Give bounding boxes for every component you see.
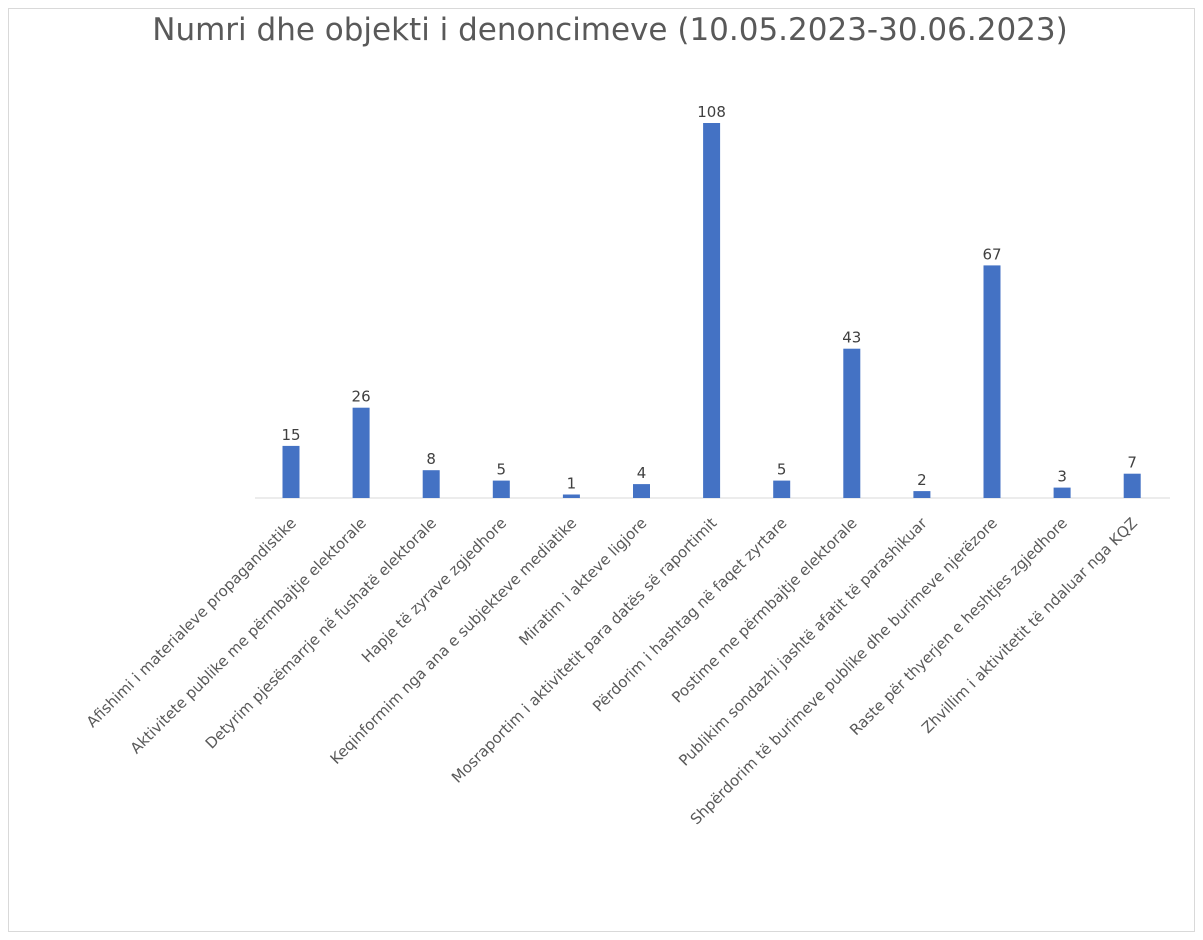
x-tick-label-4: Keqinformim nga ana e subjekteve mediati… bbox=[327, 514, 581, 768]
data-label-8: 43 bbox=[842, 329, 861, 347]
data-label-12: 7 bbox=[1127, 454, 1137, 472]
data-label-9: 2 bbox=[917, 471, 927, 489]
data-label-4: 1 bbox=[567, 475, 577, 493]
data-label-7: 5 bbox=[777, 461, 787, 479]
data-label-3: 5 bbox=[497, 461, 507, 479]
x-tick-label-3: Hapje të zyrave zgjedhore bbox=[358, 514, 510, 666]
bar-10 bbox=[983, 265, 1001, 498]
x-tick-label-9: Publikim sondazhi jashtë afatit të paras… bbox=[675, 514, 931, 770]
chart-title: Numri dhe objekti i denoncimeve (10.05.2… bbox=[152, 12, 1068, 48]
data-label-10: 67 bbox=[982, 245, 1001, 263]
bar-12 bbox=[1123, 473, 1141, 498]
bar-9 bbox=[913, 491, 931, 498]
bar-11 bbox=[1053, 487, 1071, 498]
bar-1 bbox=[352, 407, 370, 498]
bar-8 bbox=[843, 348, 861, 498]
data-label-11: 3 bbox=[1057, 468, 1067, 486]
x-tick-label-5: Miratim i akteve ligjore bbox=[515, 514, 650, 649]
data-label-5: 4 bbox=[637, 464, 647, 482]
bar-0 bbox=[282, 445, 300, 498]
bar-7 bbox=[773, 480, 791, 498]
data-label-2: 8 bbox=[426, 450, 436, 468]
x-tick-label-1: Aktivitete publike me përmbajtje elektor… bbox=[127, 514, 370, 757]
data-label-6: 108 bbox=[697, 103, 726, 121]
data-label-0: 15 bbox=[281, 426, 300, 444]
bar-6 bbox=[703, 123, 721, 498]
x-tick-label-6: Mosraportim i aktivitetit para datës së … bbox=[448, 514, 721, 787]
bar-5 bbox=[633, 484, 650, 498]
data-label-1: 26 bbox=[352, 388, 371, 406]
bar-4 bbox=[562, 494, 580, 498]
bar-2 bbox=[422, 470, 440, 498]
bar-3 bbox=[492, 480, 510, 498]
